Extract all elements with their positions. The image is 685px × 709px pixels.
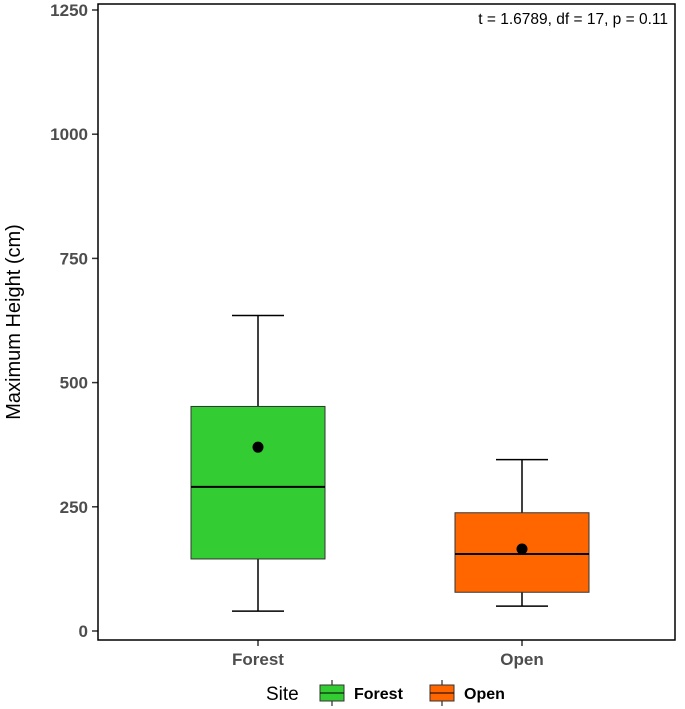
- y-axis-label: Maximum Height (cm): [3, 224, 25, 420]
- mean-point: [252, 441, 264, 453]
- t-test-annotation: t = 1.6789, df = 17, p = 0.11: [478, 11, 668, 28]
- legend-label: Forest: [354, 686, 404, 703]
- y-tick-label: 0: [79, 622, 88, 641]
- y-tick-label: 1000: [50, 125, 88, 144]
- box-open: [454, 458, 590, 607]
- legend-title: Site: [266, 684, 299, 705]
- legend-label: Open: [464, 686, 505, 703]
- y-tick-label: 500: [60, 374, 88, 393]
- legend: Site Forest Open: [266, 680, 505, 706]
- y-tick-label: 250: [60, 498, 88, 517]
- y-tick-label: 1250: [50, 1, 88, 20]
- mean-point: [516, 543, 528, 555]
- box-series: [190, 314, 590, 612]
- box-forest: [190, 314, 326, 612]
- y-axis: 0 250 500 750 1000 1250: [50, 1, 98, 641]
- x-tick-label: Forest: [232, 650, 284, 669]
- x-tick-label: Open: [500, 650, 543, 669]
- x-axis: Forest Open: [232, 640, 544, 669]
- y-tick-label: 750: [60, 249, 88, 268]
- legend-entry-open: Open: [429, 680, 505, 706]
- iqr-box: [190, 405, 326, 560]
- plot-panel-border: [97, 3, 676, 641]
- legend-entry-forest: Forest: [319, 680, 404, 706]
